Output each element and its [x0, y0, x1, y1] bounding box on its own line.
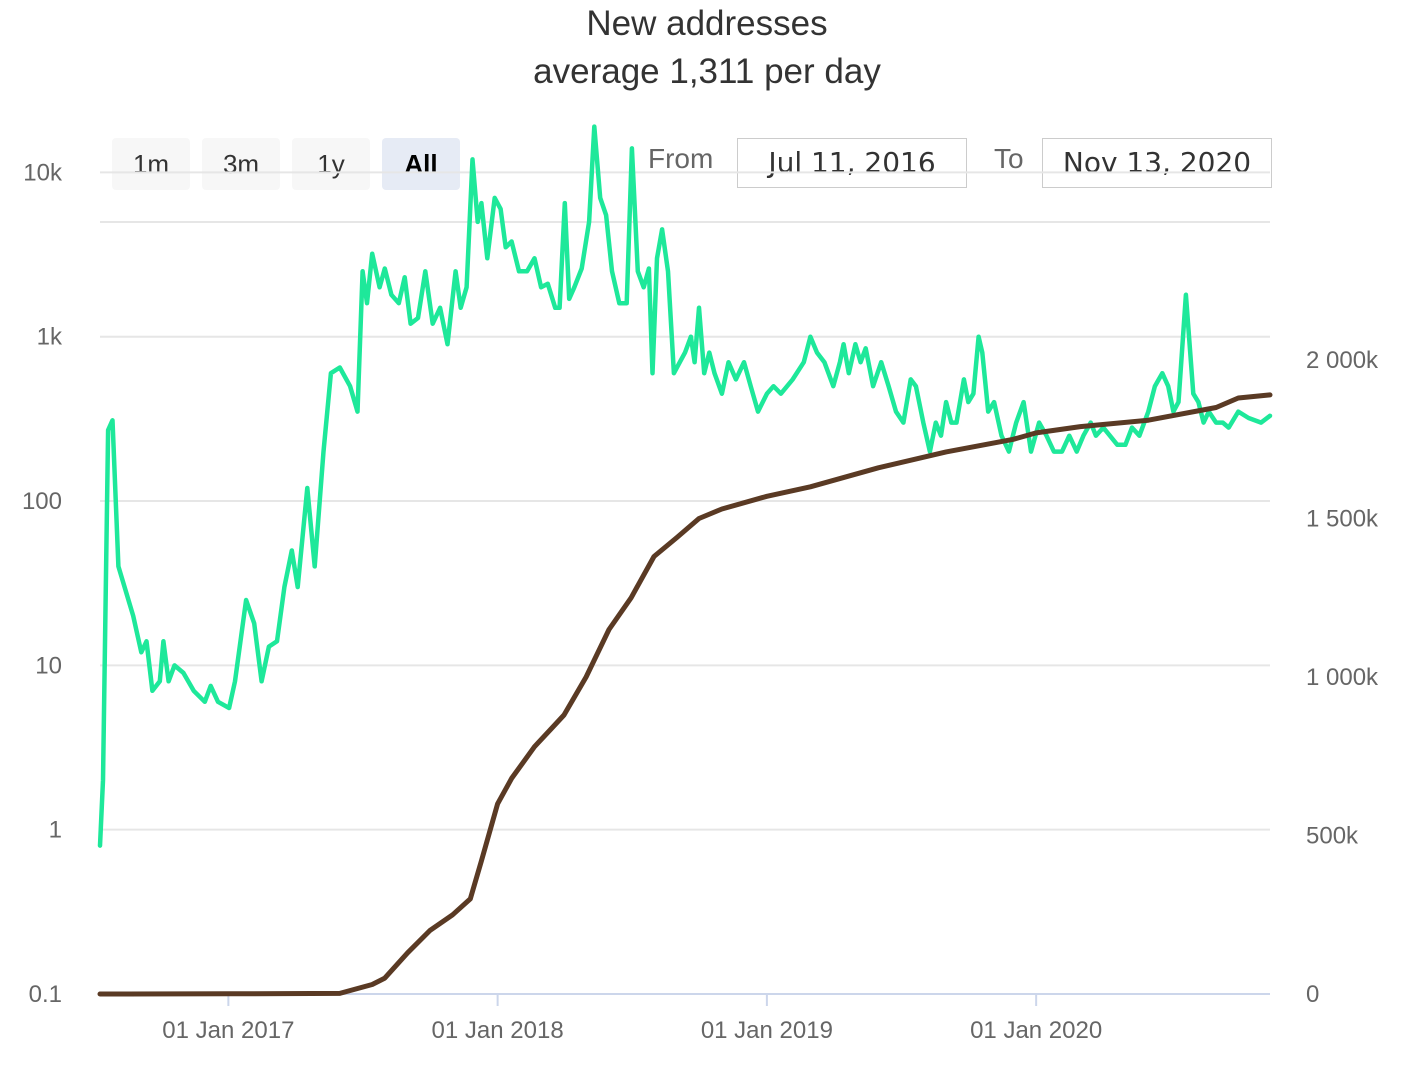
- chart-title: New addresses: [586, 4, 828, 43]
- right-y-tick-label: 1 000k: [1306, 664, 1379, 691]
- right-y-axis: 0 500k 1 000k 1 500k 2 000k: [1306, 347, 1379, 1008]
- chart-subtitle: average 1,311 per day: [533, 52, 881, 91]
- right-y-tick-label: 2 000k: [1306, 347, 1379, 374]
- left-y-tick-label: 1k: [37, 324, 63, 351]
- right-y-tick-label: 1 500k: [1306, 506, 1379, 533]
- range-button-all[interactable]: All: [382, 138, 460, 190]
- left-y-tick-label: 100: [22, 488, 62, 515]
- from-date-input[interactable]: Jul 11, 2016: [737, 138, 967, 188]
- gridlines: [100, 171, 1270, 831]
- x-axis: 01 Jan 2017 01 Jan 2018 01 Jan 2019 01 Jan …: [100, 993, 1270, 1044]
- range-button-1y[interactable]: 1y: [292, 138, 370, 190]
- x-tick-label: 01 Jan 2017: [162, 1017, 294, 1044]
- left-y-tick-label: 0.1: [29, 981, 62, 1008]
- to-date-input[interactable]: Nov 13, 2020: [1042, 138, 1272, 188]
- x-tick-label: 01 Jan 2018: [432, 1017, 564, 1044]
- left-y-tick-label: 1: [49, 817, 62, 844]
- left-y-tick-label: 10k: [23, 159, 63, 186]
- left-y-tick-label: 10: [35, 652, 62, 679]
- series-group: [97, 124, 1273, 997]
- x-tick-label: 01 Jan 2020: [970, 1017, 1102, 1044]
- right-y-tick-label: 500k: [1306, 823, 1359, 850]
- range-button-3m[interactable]: 3m: [202, 138, 280, 190]
- range-button-1m[interactable]: 1m: [112, 138, 190, 190]
- from-label: From: [648, 143, 714, 174]
- x-tick-label: 01 Jan 2019: [701, 1017, 833, 1044]
- right-y-tick-label: 0: [1306, 981, 1319, 1008]
- left-y-axis: 0.1 1 10 100 1k 10k: [22, 159, 63, 1008]
- series-line-new-addresses: [97, 124, 1273, 848]
- to-label: To: [994, 143, 1024, 174]
- series-line-total-addresses: [97, 392, 1273, 997]
